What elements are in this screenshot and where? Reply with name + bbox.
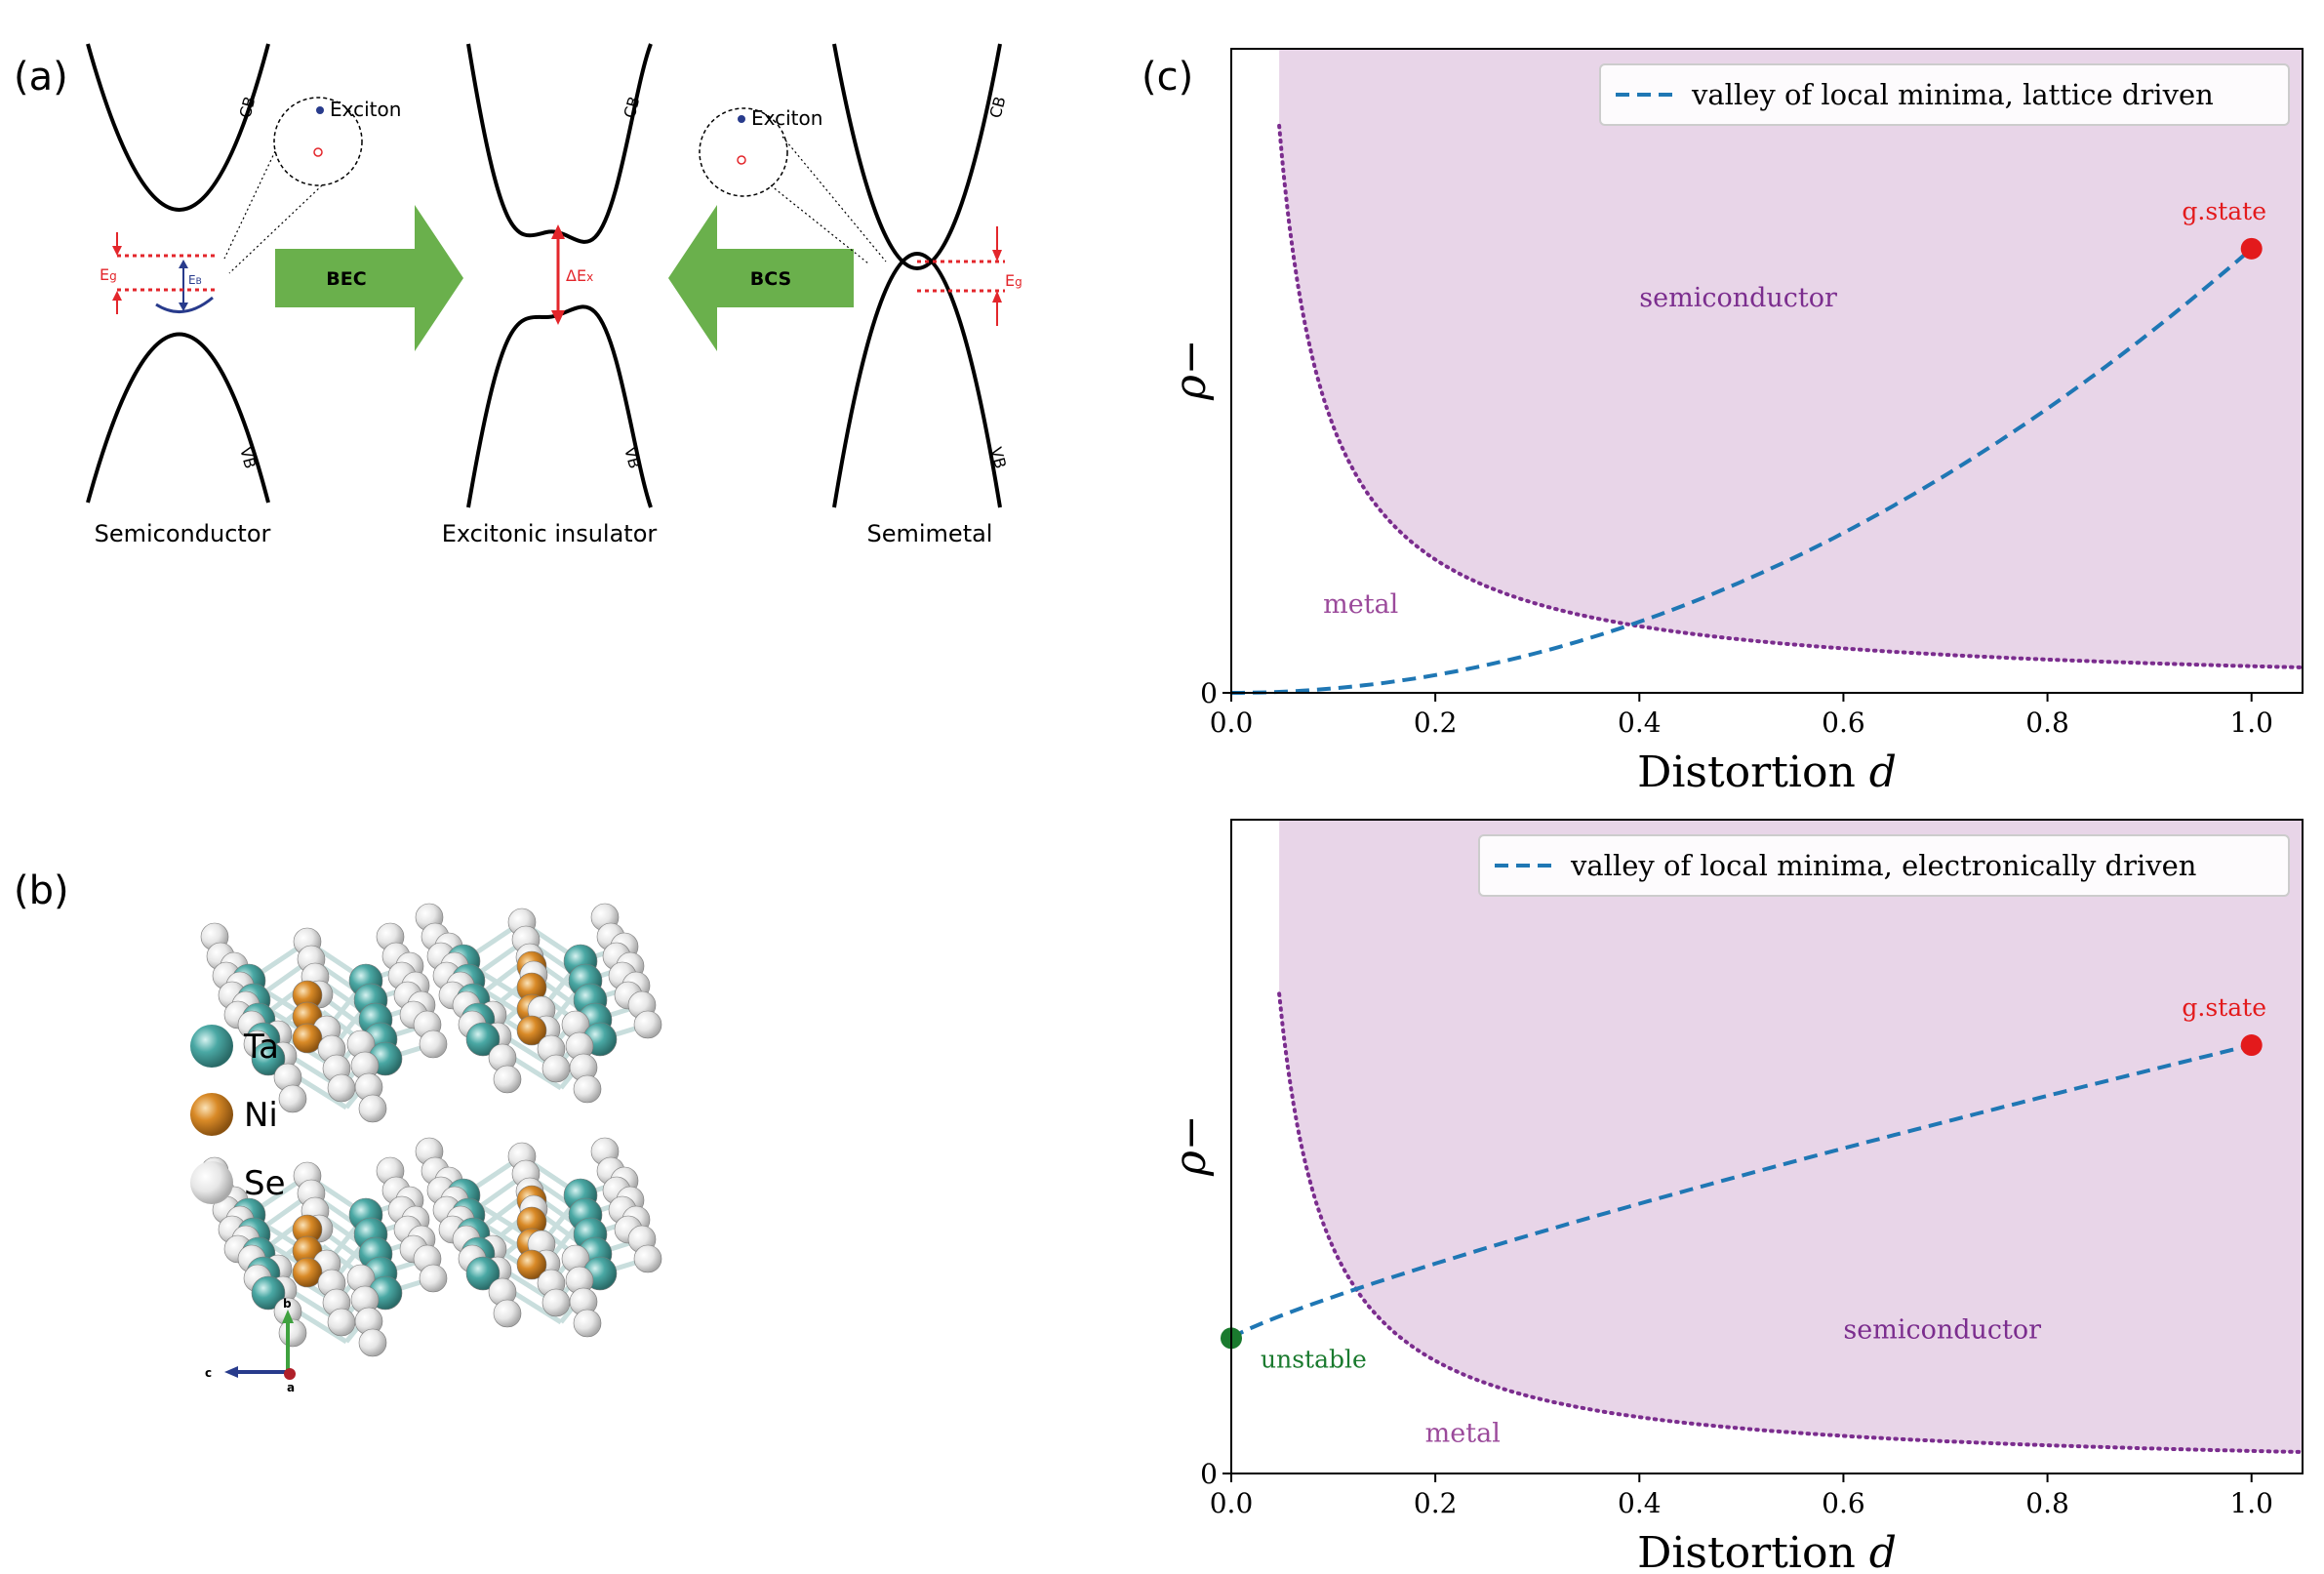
binding-label: EB: [188, 273, 202, 287]
y-axis-label: ρ−: [1171, 339, 1216, 401]
legend-label: valley of local minima, lattice driven: [1691, 78, 2214, 111]
point-label: g.state: [2182, 993, 2266, 1022]
semiconductor-cb: [86, 43, 270, 212]
x-tick-label: 0.8: [2025, 706, 2069, 739]
cb-label-left: CB: [236, 95, 260, 120]
legend-se-swatch: [190, 1161, 233, 1204]
point-label: g.state: [2182, 197, 2266, 225]
bcs-label: BCS: [750, 268, 791, 290]
plot-frame: [1230, 819, 2304, 1474]
x-axis-label: Distortion d: [1637, 747, 1897, 797]
exciton-label-left: Exciton: [330, 98, 401, 121]
legend-box: [1599, 63, 2290, 126]
axis-a-label: a: [287, 1381, 295, 1394]
series-line-0: [1230, 1043, 2253, 1341]
series-line-0: [1231, 247, 2254, 695]
legend-ni-swatch: [190, 1093, 233, 1136]
phase-boundary: [1277, 991, 2303, 1454]
caption-semimetal: Semimetal: [867, 520, 993, 547]
semiconductor-bands: [86, 43, 270, 504]
vb-label-left: VB: [236, 445, 260, 470]
x-axis-label: Distortion d: [1637, 1528, 1897, 1574]
y-tick-label: 0: [1200, 1458, 1218, 1490]
vb-label-right: VB: [986, 445, 1010, 470]
binding-arc: [155, 296, 214, 314]
region-label-metal: metal: [1323, 589, 1398, 620]
point-g-state: [2240, 1034, 2263, 1057]
plot-frame: [1230, 48, 2304, 694]
point-label: unstable: [1261, 1345, 1367, 1373]
x-tick-label: 0.0: [1210, 706, 1254, 739]
atom-legend: Ta Ni Se: [190, 1025, 286, 1204]
bec-label: BEC: [326, 268, 366, 290]
x-tick-label: 0.4: [1618, 706, 1662, 739]
region-label-semiconductor: semiconductor: [1843, 1314, 2041, 1345]
point-g-state: [2240, 237, 2263, 260]
panel-label-a: (a): [14, 55, 68, 100]
legend-se-label: Se: [244, 1164, 286, 1203]
panel-label-b: (b): [14, 868, 69, 913]
chart-electronically-driven: g.state unstable semiconductor metal 0.0 0.2 0…: [1171, 819, 2304, 1574]
axis-b-label: b: [283, 1297, 292, 1311]
semiconductor-region: [1279, 49, 2303, 667]
crystal-structure: Ta Ni Se b c a: [190, 903, 662, 1394]
caption-semiconductor: Semiconductor: [95, 520, 271, 547]
chart-lattice-driven: g.state semiconductor metal 0.0 0.2 0.4 0.6 0.8…: [1171, 48, 2304, 797]
region-label-semiconductor: semiconductor: [1639, 283, 1837, 313]
x-tick-label: 1.0: [2229, 1487, 2273, 1519]
x-tick-label: 0.6: [1822, 706, 1865, 739]
y-tick-label: 0: [1200, 677, 1218, 709]
delta-label: ΔEx: [566, 266, 593, 285]
y-axis-label: ρ−: [1171, 1114, 1216, 1177]
region-label-metal: metal: [1425, 1419, 1501, 1449]
legend-box: [1478, 834, 2290, 897]
axis-triad: b c a: [205, 1297, 296, 1394]
legend-label: valley of local minima, electronically d…: [1570, 849, 2196, 882]
bec-arrow: [275, 205, 463, 351]
x-tick-label: 0.4: [1618, 1487, 1662, 1519]
gap-label-left: Eg: [100, 265, 117, 284]
legend-ta-label: Ta: [243, 1028, 279, 1067]
phase-boundary: [1277, 123, 2303, 669]
legend-ta-swatch: [190, 1025, 233, 1068]
x-tick-label: 0.2: [1414, 1487, 1458, 1519]
gap-label-right: Eg: [1005, 271, 1022, 290]
band-diagram: EB Eg CB VB Exciton BEC ΔEx CB VB BCS Ex…: [86, 43, 1022, 547]
insulator-bands: [466, 43, 653, 508]
panel-label-c: (c): [1142, 55, 1194, 100]
axis-c-label: c: [205, 1366, 212, 1380]
bcs-arrow: [668, 205, 854, 351]
x-tick-label: 0.8: [2025, 1487, 2069, 1519]
crystal-atoms: [200, 903, 662, 1357]
x-tick-label: 0.0: [1210, 1487, 1254, 1519]
semimetal-bands: [832, 43, 1002, 508]
x-tick-label: 0.6: [1822, 1487, 1865, 1519]
x-tick-label: 1.0: [2229, 706, 2273, 739]
legend-ni-label: Ni: [244, 1096, 278, 1135]
x-tick-label: 0.2: [1414, 706, 1458, 739]
cb-label-mid: CB: [621, 95, 644, 120]
semiconductor-vb: [86, 332, 270, 504]
semiconductor-region: [1279, 820, 2303, 1452]
exciton-label-right: Exciton: [751, 106, 822, 130]
caption-excitonic-insulator: Excitonic insulator: [442, 520, 658, 547]
